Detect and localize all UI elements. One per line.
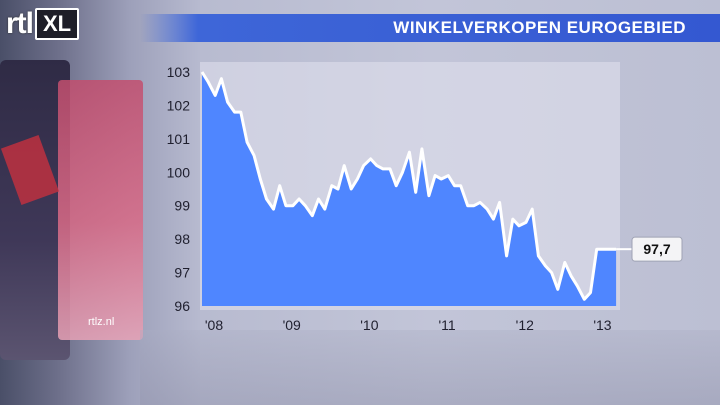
y-tick-label: 98 bbox=[174, 231, 190, 247]
chart-title: WINKELVERKOPEN EUROGEBIED bbox=[393, 18, 686, 37]
y-tick-label: 99 bbox=[174, 198, 190, 214]
y-tick-label: 100 bbox=[167, 164, 191, 180]
background-floor bbox=[140, 330, 720, 405]
y-tick-label: 97 bbox=[174, 265, 190, 281]
x-tick-label: '13 bbox=[593, 317, 611, 333]
x-tick-label: '12 bbox=[516, 317, 534, 333]
title-bar: WINKELVERKOPEN EUROGEBIED bbox=[140, 14, 720, 42]
chart-area-fill bbox=[202, 72, 617, 306]
x-tick-label: '08 bbox=[205, 317, 223, 333]
site-url: rtlz.nl bbox=[88, 316, 115, 328]
y-tick-label: 101 bbox=[167, 131, 191, 147]
y-tick-label: 103 bbox=[167, 64, 191, 80]
logo-xl-badge: XL bbox=[35, 8, 80, 40]
x-tick-label: '09 bbox=[283, 317, 301, 333]
end-value-callout: 97,7 bbox=[616, 236, 683, 262]
x-tick-label: '11 bbox=[438, 317, 455, 333]
y-tick-label: 102 bbox=[167, 97, 191, 113]
y-tick-label: 96 bbox=[174, 298, 190, 314]
background-shopping-bag-red bbox=[58, 80, 143, 340]
logo-rtl-text: rtl bbox=[6, 7, 34, 40]
end-value-label: 97,7 bbox=[643, 241, 670, 257]
channel-logo: rtl XL bbox=[6, 7, 80, 40]
x-tick-label: '10 bbox=[360, 317, 378, 333]
end-value-box bbox=[631, 236, 683, 262]
y-axis-ticks: 103 102 101 100 99 98 97 96 bbox=[167, 64, 191, 314]
x-axis-ticks: '08 '09 '10 '11 '12 '13 bbox=[205, 317, 612, 333]
series-line bbox=[200, 71, 617, 301]
